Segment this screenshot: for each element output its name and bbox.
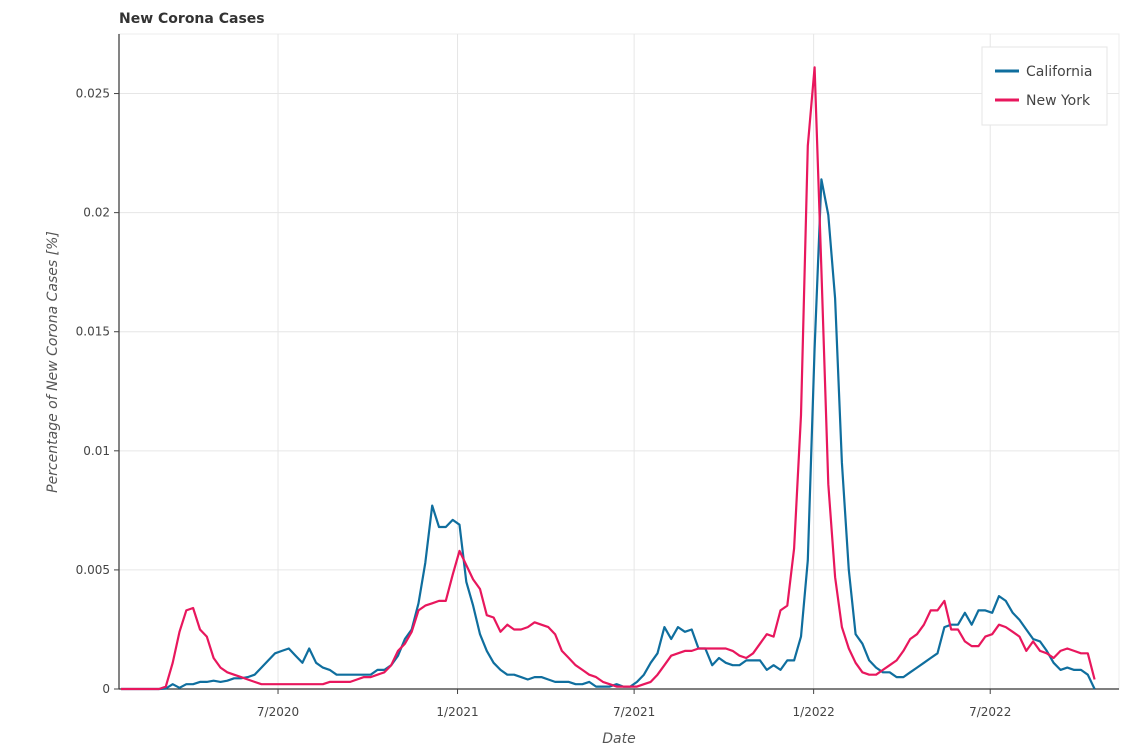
series-layer bbox=[121, 66, 1096, 691]
y-tick-label: 0.015 bbox=[76, 325, 110, 339]
y-axis-ticks: 0 0.005 0.01 0.015 0.02 0.025 bbox=[76, 87, 119, 696]
series-line-new-york bbox=[121, 66, 1096, 691]
x-tick-label: 1/2021 bbox=[436, 705, 478, 719]
y-tick-label: 0.01 bbox=[83, 444, 110, 458]
y-axis-label: Percentage of New Corona Cases [%] bbox=[45, 231, 61, 493]
y-tick-label: 0.005 bbox=[76, 563, 110, 577]
legend-label-california: California bbox=[1026, 64, 1092, 80]
x-tick-label: 7/2022 bbox=[969, 705, 1011, 719]
legend: California New York bbox=[981, 46, 1108, 126]
y-tick-label: 0.02 bbox=[83, 206, 110, 220]
y-tick-label: 0 bbox=[102, 682, 110, 696]
x-tick-label: 7/2021 bbox=[613, 705, 655, 719]
legend-label-new-york: New York bbox=[1026, 93, 1091, 109]
axes: 7/2020 1/2021 7/2021 1/2022 7/2022 0 0.005 0.0… bbox=[76, 34, 1119, 719]
plot-frame bbox=[118, 33, 1120, 690]
chart-title: New Corona Cases bbox=[119, 11, 265, 27]
legend-box bbox=[981, 46, 1108, 126]
x-axis-label: Date bbox=[602, 731, 635, 747]
grid bbox=[118, 33, 1120, 690]
x-axis-ticks: 7/2020 1/2021 7/2021 1/2022 7/2022 bbox=[257, 689, 1011, 719]
x-tick-label: 7/2020 bbox=[257, 705, 299, 719]
series-line-california bbox=[121, 178, 1096, 691]
y-tick-label: 0.025 bbox=[76, 87, 110, 101]
x-tick-label: 1/2022 bbox=[793, 705, 835, 719]
